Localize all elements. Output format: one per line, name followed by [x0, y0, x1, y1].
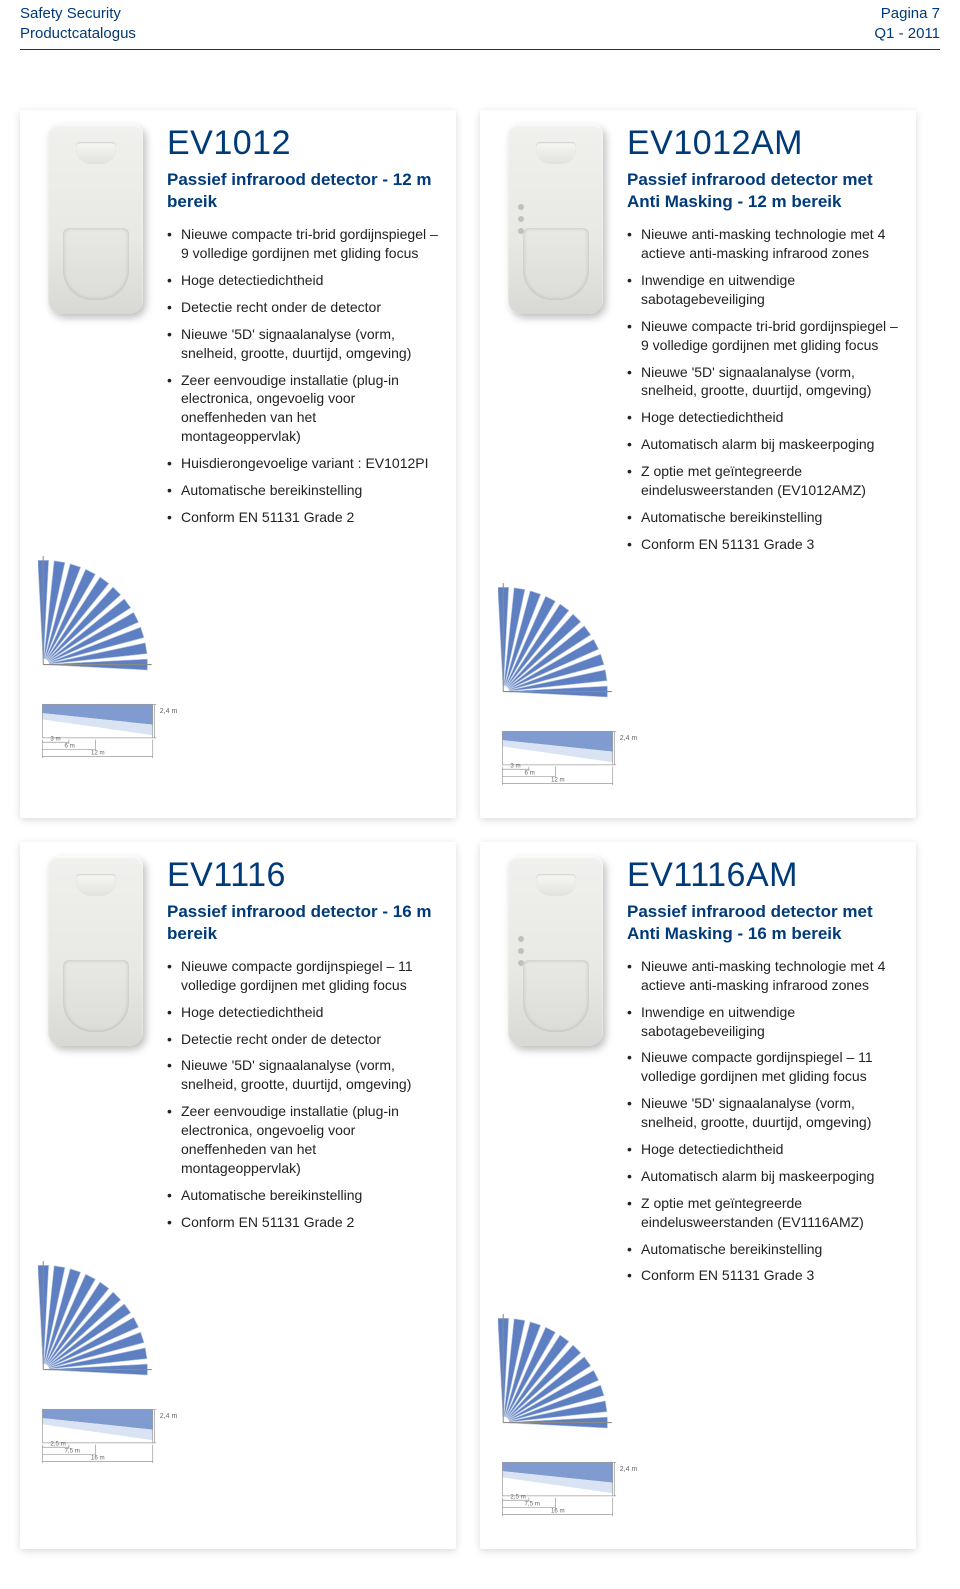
header-right: Pagina 7 Q1 - 2011	[874, 4, 940, 43]
feature-item: Conform EN 51131 Grade 3	[627, 535, 898, 554]
feature-item: Nieuwe compacte tri-brid gordijnspiegel …	[167, 225, 438, 263]
feature-item: Inwendige en uitwendige sabotagebeveilig…	[627, 271, 898, 309]
feature-item: Nieuwe anti-masking technologie met 4 ac…	[627, 957, 898, 995]
page-header: Safety Security Productcatalogus Pagina …	[20, 0, 940, 50]
feature-list: Nieuwe anti-masking technologie met 4 ac…	[627, 225, 898, 553]
feature-item: Huisdierongevoelige variant : EV1012PI	[167, 454, 438, 473]
svg-text:7,5 m: 7,5 m	[64, 1447, 79, 1454]
product-subtitle: Passief infrarood detector met Anti Mask…	[627, 169, 898, 213]
product-image	[38, 124, 153, 535]
product-image	[498, 856, 613, 1294]
svg-text:2,5 m: 2,5 m	[510, 1494, 525, 1501]
feature-item: Detectie recht onder de detector	[167, 298, 438, 317]
feature-item: Nieuwe anti-masking technologie met 4 ac…	[627, 225, 898, 263]
fan-diagram-icon	[38, 555, 158, 675]
header-page-number: Pagina 7	[874, 4, 940, 24]
header-left: Safety Security Productcatalogus	[20, 4, 136, 43]
feature-item: Nieuwe '5D' signaalanalyse (vorm, snelhe…	[167, 1056, 438, 1094]
feature-item: Conform EN 51131 Grade 3	[627, 1266, 898, 1285]
feature-item: Nieuwe '5D' signaalanalyse (vorm, snelhe…	[627, 1094, 898, 1132]
feature-item: Nieuwe '5D' signaalanalyse (vorm, snelhe…	[167, 325, 438, 363]
header-brand-line2: Productcatalogus	[20, 24, 136, 44]
feature-item: Nieuwe compacte gordijnspiegel – 11 voll…	[167, 957, 438, 995]
svg-text:12 m: 12 m	[551, 776, 565, 783]
coverage-diagrams: 2,4 m 3 m 6 m 12 m	[38, 555, 168, 773]
fan-diagram-icon	[498, 582, 618, 702]
svg-text:7,5 m: 7,5 m	[524, 1501, 539, 1508]
feature-item: Hoge detectiedichtheid	[627, 1140, 898, 1159]
feature-item: Nieuwe '5D' signaalanalyse (vorm, snelhe…	[627, 363, 898, 401]
feature-item: Automatische bereikinstelling	[627, 1240, 898, 1259]
product-card: EV1012AM Passief infrarood detector met …	[480, 110, 916, 818]
product-subtitle: Passief infrarood detector met Anti Mask…	[627, 901, 898, 945]
svg-text:3 m: 3 m	[50, 735, 60, 742]
product-title: EV1116	[167, 856, 438, 895]
fan-diagram-icon	[38, 1260, 158, 1380]
svg-text:3 m: 3 m	[510, 762, 520, 769]
feature-item: Conform EN 51131 Grade 2	[167, 508, 438, 527]
svg-text:12 m: 12 m	[91, 749, 105, 756]
feature-item: Nieuwe compacte gordijnspiegel – 11 voll…	[627, 1048, 898, 1086]
feature-list: Nieuwe compacte tri-brid gordijnspiegel …	[167, 225, 438, 527]
fan-diagram-icon	[498, 1313, 618, 1433]
svg-text:16 m: 16 m	[551, 1508, 565, 1515]
product-image	[498, 124, 613, 562]
product-grid: EV1012 Passief infrarood detector - 12 m…	[20, 110, 940, 1549]
side-coverage-icon: 2,4 m 3 m 6 m 12 m	[38, 698, 188, 768]
svg-text:2,5 m: 2,5 m	[50, 1440, 65, 1447]
side-coverage-icon: 2,4 m 2,5 m 7,5 m 16 m	[38, 1403, 188, 1473]
feature-item: Hoge detectiedichtheid	[167, 271, 438, 290]
header-brand-line1: Safety Security	[20, 4, 136, 24]
feature-item: Automatische bereikinstelling	[167, 481, 438, 500]
feature-item: Zeer eenvoudige installatie (plug-in ele…	[167, 1102, 438, 1178]
svg-text:6 m: 6 m	[524, 769, 534, 776]
coverage-diagrams: 2,4 m 2,5 m 7,5 m 16 m	[498, 1313, 628, 1531]
feature-list: Nieuwe anti-masking technologie met 4 ac…	[627, 957, 898, 1285]
feature-list: Nieuwe compacte gordijnspiegel – 11 voll…	[167, 957, 438, 1232]
feature-item: Automatisch alarm bij maskeerpoging	[627, 435, 898, 454]
feature-item: Inwendige en uitwendige sabotagebeveilig…	[627, 1003, 898, 1041]
feature-item: Hoge detectiedichtheid	[167, 1003, 438, 1022]
product-subtitle: Passief infrarood detector - 12 m bereik	[167, 169, 438, 213]
catalog-page: Safety Security Productcatalogus Pagina …	[0, 0, 960, 1589]
product-image	[38, 856, 153, 1240]
svg-text:2,4 m: 2,4 m	[160, 708, 178, 715]
svg-text:2,4 m: 2,4 m	[160, 1413, 178, 1420]
coverage-diagrams: 2,4 m 2,5 m 7,5 m 16 m	[38, 1260, 168, 1478]
product-card: EV1116AM Passief infrarood detector met …	[480, 842, 916, 1550]
feature-item: Automatisch alarm bij maskeerpoging	[627, 1167, 898, 1186]
product-card: EV1012 Passief infrarood detector - 12 m…	[20, 110, 456, 818]
svg-text:2,4 m: 2,4 m	[620, 735, 638, 742]
svg-text:2,4 m: 2,4 m	[620, 1466, 638, 1473]
product-subtitle: Passief infrarood detector - 16 m bereik	[167, 901, 438, 945]
product-title: EV1116AM	[627, 856, 898, 895]
svg-text:16 m: 16 m	[91, 1454, 105, 1461]
feature-item: Conform EN 51131 Grade 2	[167, 1213, 438, 1232]
feature-item: Hoge detectiedichtheid	[627, 408, 898, 427]
feature-item: Z optie met geïntegreerde eindelusweerst…	[627, 462, 898, 500]
feature-item: Nieuwe compacte tri-brid gordijnspiegel …	[627, 317, 898, 355]
header-edition: Q1 - 2011	[874, 24, 940, 44]
product-title: EV1012AM	[627, 124, 898, 163]
coverage-diagrams: 2,4 m 3 m 6 m 12 m	[498, 582, 628, 800]
feature-item: Z optie met geïntegreerde eindelusweerst…	[627, 1194, 898, 1232]
feature-item: Detectie recht onder de detector	[167, 1030, 438, 1049]
side-coverage-icon: 2,4 m 3 m 6 m 12 m	[498, 725, 648, 795]
svg-text:6 m: 6 m	[64, 742, 74, 749]
side-coverage-icon: 2,4 m 2,5 m 7,5 m 16 m	[498, 1456, 648, 1526]
feature-item: Automatische bereikinstelling	[167, 1186, 438, 1205]
feature-item: Automatische bereikinstelling	[627, 508, 898, 527]
feature-item: Zeer eenvoudige installatie (plug-in ele…	[167, 371, 438, 447]
product-card: EV1116 Passief infrarood detector - 16 m…	[20, 842, 456, 1550]
product-title: EV1012	[167, 124, 438, 163]
